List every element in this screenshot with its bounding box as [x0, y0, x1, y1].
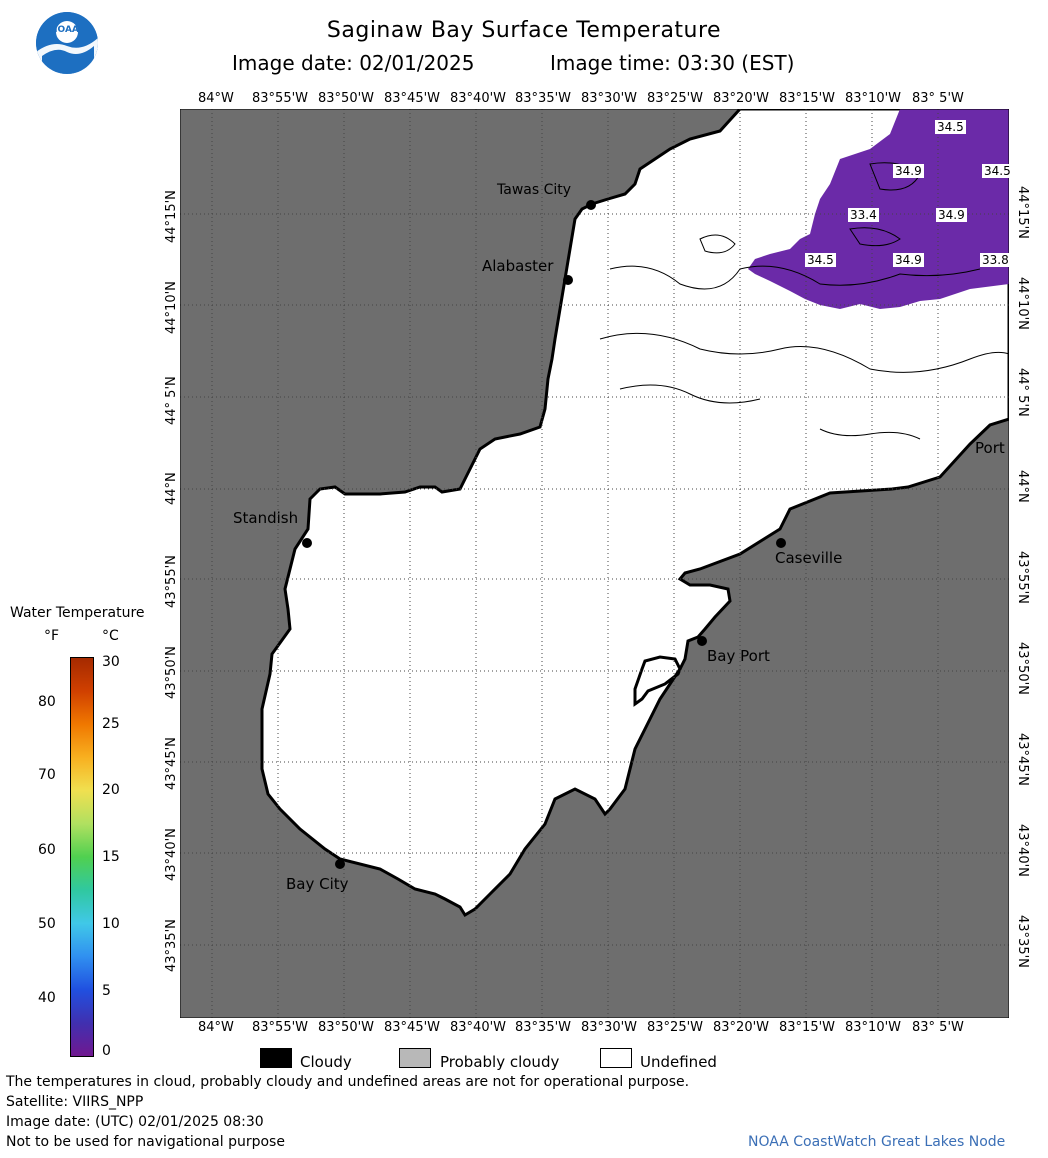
city-label-standish: Standish — [233, 509, 299, 527]
lon-tick-top: 83°55'W — [252, 91, 309, 106]
bay-port-marker — [697, 636, 707, 646]
contour-label: 34.5 — [805, 253, 836, 267]
contour-label: 33.4 — [848, 208, 879, 222]
city-label-alabaster: Alabaster — [482, 257, 554, 275]
lon-tick-top: 83°30'W — [581, 91, 638, 106]
lon-tick-bottom: 83°50'W — [318, 1020, 375, 1035]
contour-label: 34.9 — [893, 164, 924, 178]
lat-tick-right: 44°15'N — [1015, 186, 1030, 239]
lon-tick-top: 83°10'W — [845, 91, 902, 106]
city-label-caseville: Caseville — [775, 549, 843, 567]
lon-tick-top: 83° 5'W — [912, 91, 964, 106]
legend-probably-cloudy-label: Probably cloudy — [440, 1053, 560, 1071]
colorbar-c-tick: 10 — [102, 916, 120, 932]
page-title: Saginaw Bay Surface Temperature — [326, 18, 722, 43]
colorbar-c-tick: 15 — [102, 849, 120, 865]
noaa-logo-text: NOAA — [50, 25, 79, 35]
contour-label: 34.9 — [936, 208, 967, 222]
colorbar-f-tick: 50 — [38, 916, 56, 932]
probably-cloudy-swatch — [399, 1048, 431, 1068]
lon-tick-bottom: 83°45'W — [384, 1020, 441, 1035]
image-time-label: Image time: 03:30 (EST) — [550, 51, 795, 75]
lat-tick-left: 43°50'N — [164, 646, 179, 699]
city-markers — [302, 200, 786, 869]
colorbar-title: Water Temperature — [10, 605, 145, 621]
lon-tick-bottom: 84°W — [198, 1020, 234, 1035]
lat-tick-right: 44°N — [1015, 470, 1030, 503]
lat-tick-left: 44°10'N — [164, 281, 179, 334]
map-panel — [180, 109, 1009, 1018]
lon-tick-top: 83°50'W — [318, 91, 375, 106]
colorbar-unit-c: °C — [102, 628, 119, 644]
lon-tick-bottom: 83°35'W — [515, 1020, 572, 1035]
undefined-swatch — [600, 1048, 632, 1068]
lat-tick-right: 44° 5'N — [1015, 368, 1030, 417]
city-label-bay-city: Bay City — [286, 875, 349, 893]
footer-note: The temperatures in cloud, probably clou… — [6, 1074, 690, 1090]
lon-tick-top: 83°40'W — [450, 91, 507, 106]
footer-credit: NOAA CoastWatch Great Lakes Node — [748, 1134, 1006, 1150]
lon-tick-top: 83°15'W — [779, 91, 836, 106]
bay-water — [260, 109, 1009, 918]
colorbar-f-tick: 60 — [38, 842, 56, 858]
lat-tick-left: 43°40'N — [164, 828, 179, 881]
image-date-label: Image date: 02/01/2025 — [232, 51, 475, 75]
lat-tick-left: 43°35'N — [164, 919, 179, 972]
lat-tick-left: 44°N — [164, 472, 179, 505]
alabaster-marker — [563, 275, 573, 285]
city-label-bay-port: Bay Port — [707, 647, 770, 665]
lon-tick-top: 83°25'W — [647, 91, 704, 106]
contour-label: 34.5 — [935, 120, 966, 134]
lon-tick-bottom: 83°55'W — [252, 1020, 309, 1035]
lat-tick-left: 43°55'N — [164, 555, 179, 608]
lon-tick-bottom: 83° 5'W — [912, 1020, 964, 1035]
colorbar-c-tick: 25 — [102, 716, 120, 732]
colorbar-c-tick: 20 — [102, 782, 120, 798]
colorbar-f-tick: 40 — [38, 990, 56, 1006]
colorbar-gradient — [70, 657, 94, 1057]
bay-city-marker — [335, 859, 345, 869]
lon-tick-top: 83°35'W — [515, 91, 572, 106]
lon-tick-bottom: 83°40'W — [450, 1020, 507, 1035]
legend-undefined-label: Undefined — [640, 1053, 717, 1071]
lon-tick-top: 83°20'W — [713, 91, 770, 106]
lon-tick-top: 84°W — [198, 91, 234, 106]
standish-marker — [302, 538, 312, 548]
footer-satellite: Satellite: VIIRS_NPP — [6, 1094, 144, 1110]
lat-tick-right: 43°35'N — [1015, 915, 1030, 968]
colorbar-f-tick: 80 — [38, 694, 56, 710]
footer-nav-warning: Not to be used for navigational purpose — [6, 1134, 285, 1150]
city-label-port: Port — [975, 439, 1005, 457]
footer-image-date-utc: Image date: (UTC) 02/01/2025 08:30 — [6, 1114, 264, 1130]
colorbar-c-tick: 30 — [102, 654, 120, 670]
colorbar-f-tick: 70 — [38, 767, 56, 783]
lat-tick-right: 44°10'N — [1015, 277, 1030, 330]
lat-tick-right: 43°40'N — [1015, 824, 1030, 877]
contour-label: 34.5 — [982, 164, 1013, 178]
colorbar-c-tick: 0 — [102, 1043, 111, 1059]
caseville-marker — [776, 538, 786, 548]
lon-tick-bottom: 83°10'W — [845, 1020, 902, 1035]
lon-tick-bottom: 83°15'W — [779, 1020, 836, 1035]
cloudy-swatch — [260, 1048, 292, 1068]
lon-tick-top: 83°45'W — [384, 91, 441, 106]
lat-tick-left: 44° 5'N — [164, 376, 179, 425]
lat-tick-right: 43°55'N — [1015, 551, 1030, 604]
colorbar-unit-f: °F — [44, 628, 60, 644]
noaa-logo-icon: NOAA — [36, 12, 98, 74]
contour-label: 33.8 — [980, 253, 1011, 267]
contour-label: 34.9 — [893, 253, 924, 267]
lon-tick-bottom: 83°30'W — [581, 1020, 638, 1035]
legend-cloudy-label: Cloudy — [300, 1053, 352, 1071]
colorbar-c-tick: 5 — [102, 983, 111, 999]
lon-tick-bottom: 83°25'W — [647, 1020, 704, 1035]
lat-tick-right: 43°45'N — [1015, 733, 1030, 786]
tawas-city-marker — [586, 200, 596, 210]
lat-tick-left: 43°45'N — [164, 737, 179, 790]
city-label-tawas: Tawas City — [497, 182, 572, 198]
lat-tick-left: 44°15'N — [164, 190, 179, 243]
lon-tick-bottom: 83°20'W — [713, 1020, 770, 1035]
lat-tick-right: 43°50'N — [1015, 642, 1030, 695]
